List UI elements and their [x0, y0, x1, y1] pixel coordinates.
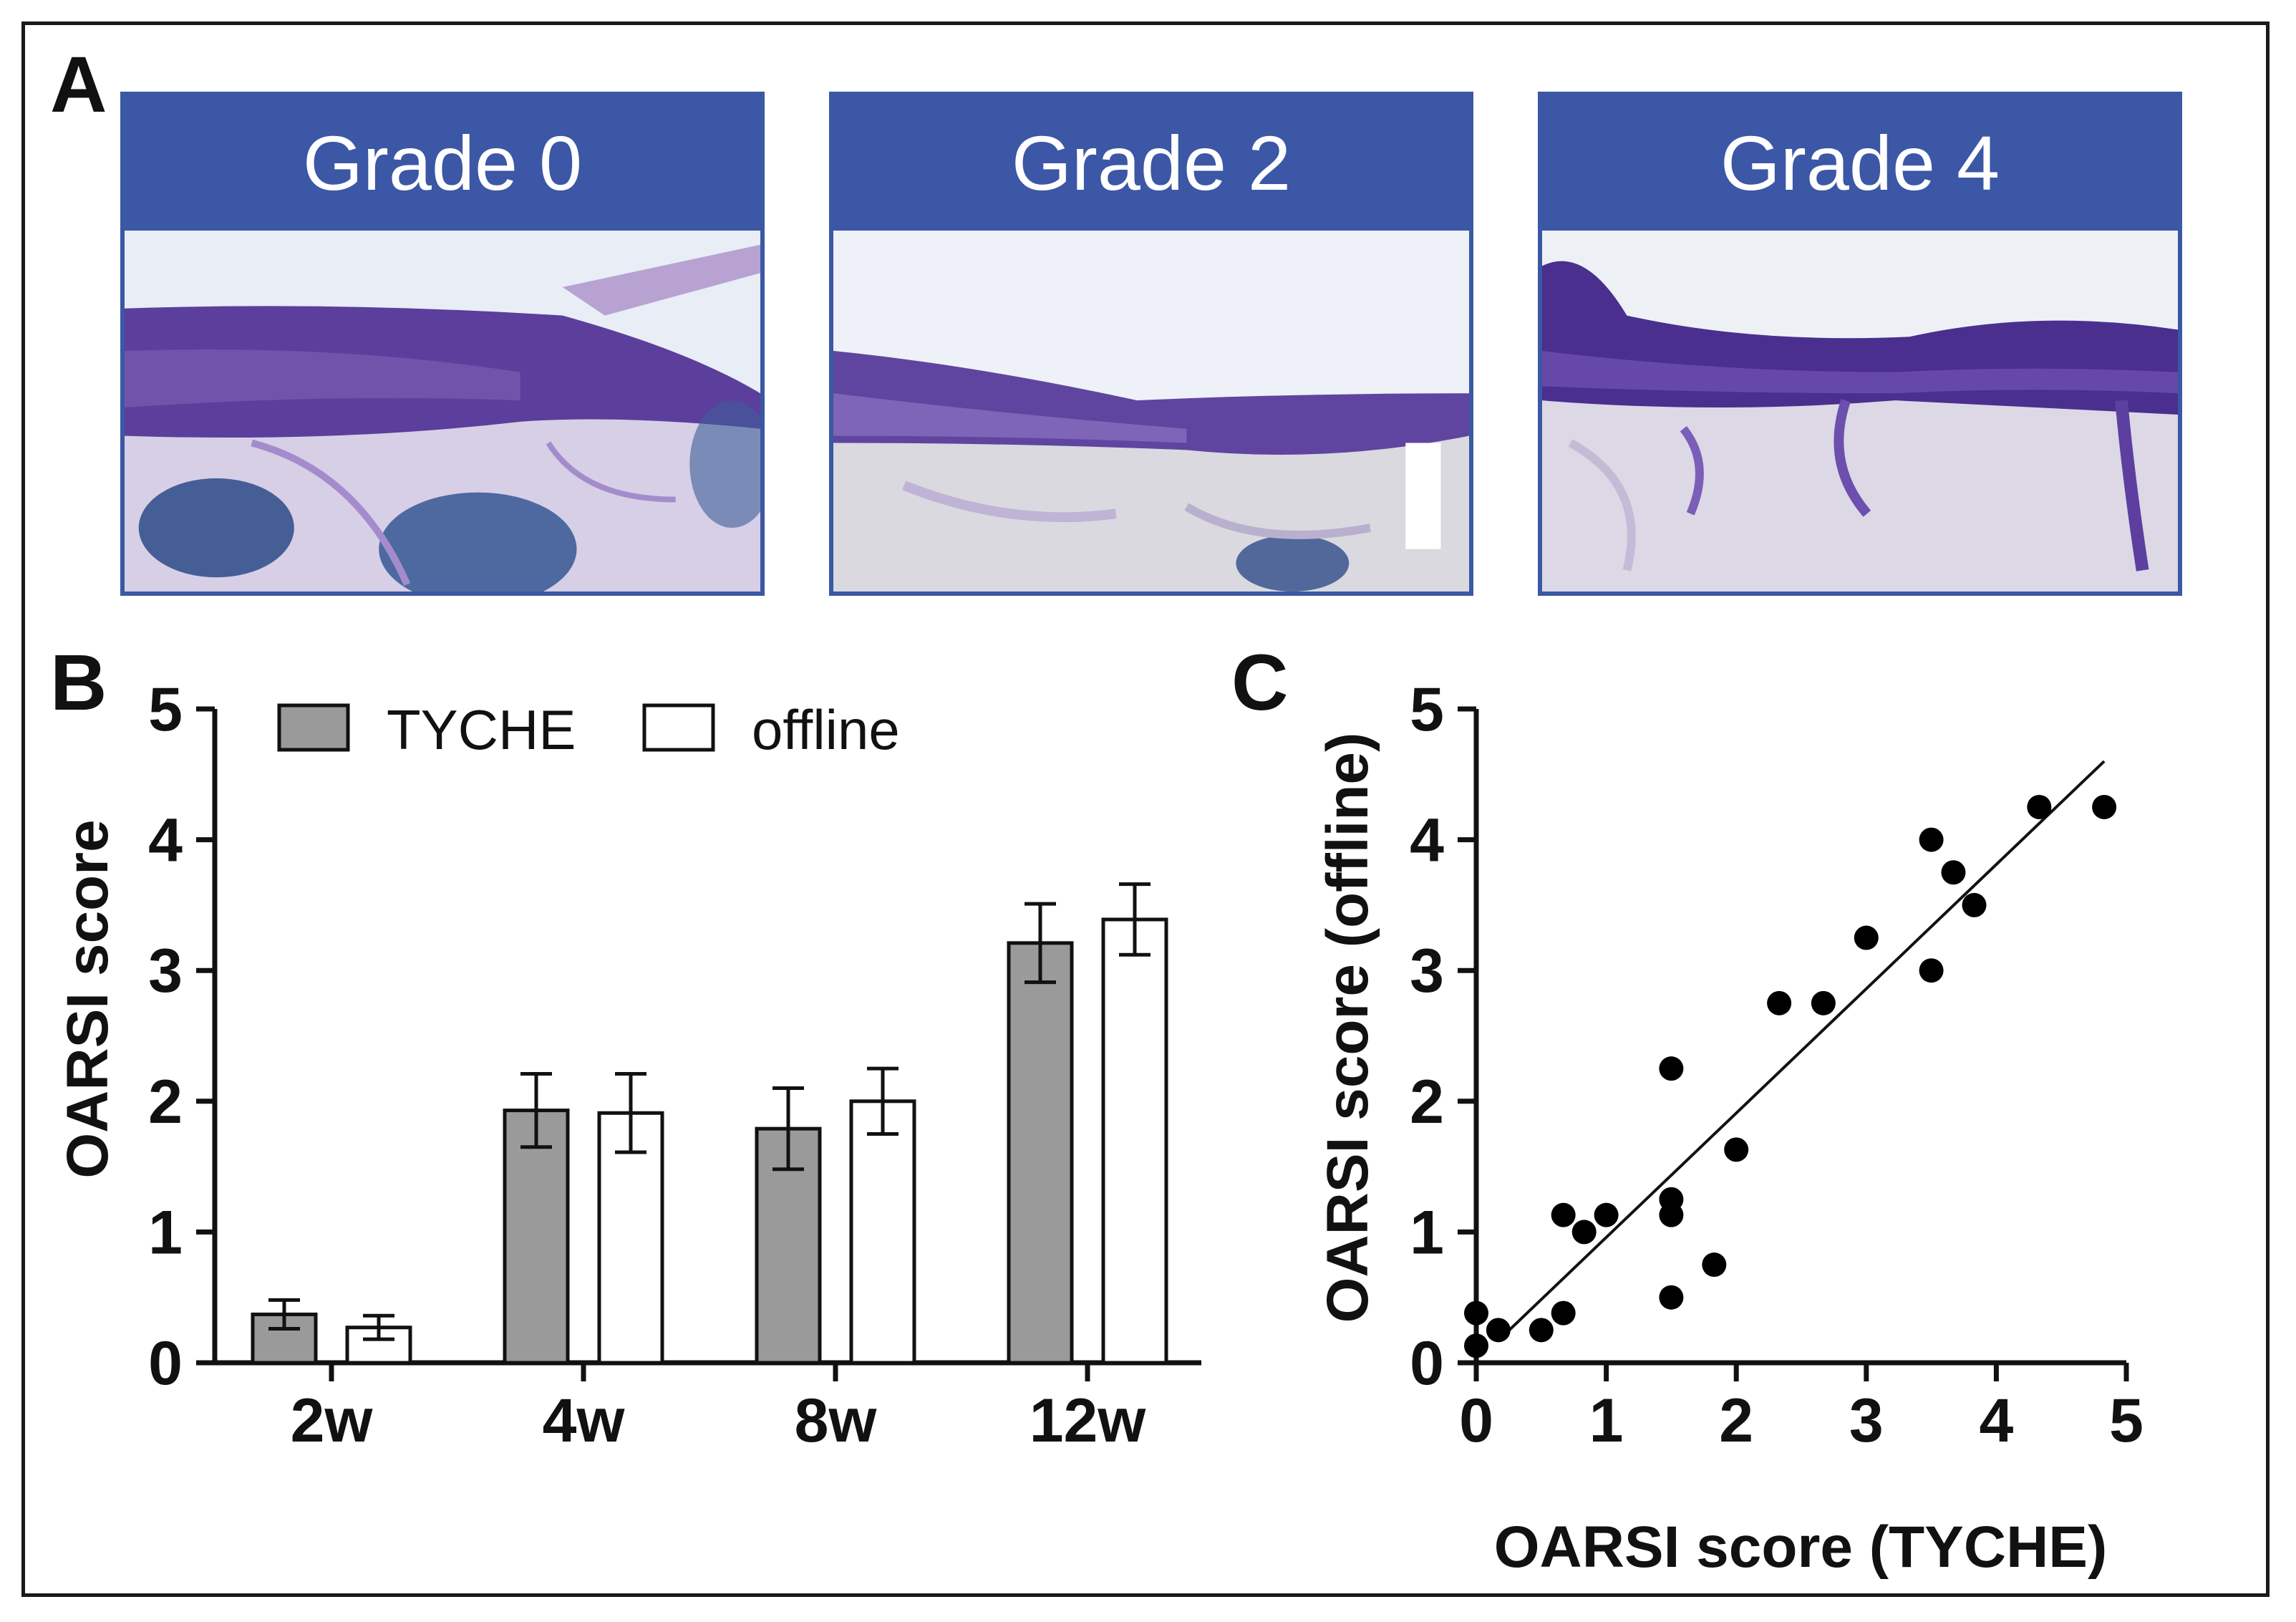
- y-tick-label: 0: [1410, 1329, 1444, 1398]
- x-tick-label-4w: 4w: [543, 1386, 626, 1455]
- histology-panel-grade-4: Grade 4: [1538, 92, 2182, 596]
- x-tick-label: 4: [1979, 1386, 2013, 1455]
- histology-title: Grade 0: [125, 96, 760, 231]
- scatter-point: [1464, 1300, 1488, 1326]
- scatter-point: [1659, 1187, 1684, 1212]
- scatter-point: [1659, 1285, 1684, 1310]
- histology-image: [125, 231, 760, 592]
- scatter-chart-x-axis-label: OARSI score (TYCHE): [1494, 1515, 2108, 1580]
- regression-line: [1497, 760, 2106, 1342]
- scatter-point: [1811, 990, 1836, 1015]
- scatter-point: [2092, 794, 2117, 819]
- x-tick-label-2w: 2w: [291, 1386, 374, 1455]
- x-tick-label: 3: [1849, 1386, 1884, 1455]
- y-tick-label: 1: [1410, 1198, 1444, 1267]
- panel-label-c: C: [1231, 639, 1289, 727]
- scatter-chart-y-axis-label: OARSI score (offline): [1315, 733, 1380, 1323]
- scatter-point: [1767, 990, 1792, 1015]
- x-tick-label-12w: 12w: [1030, 1386, 1147, 1455]
- scatter-point: [1486, 1318, 1511, 1343]
- y-tick-label: 1: [148, 1198, 183, 1267]
- scatter-point: [1594, 1202, 1619, 1227]
- scatter-point: [1941, 860, 1966, 885]
- x-tick-label: 2: [1719, 1386, 1753, 1455]
- x-tick-label: 5: [2109, 1386, 2144, 1455]
- histology-panel-grade-2: Grade 2: [829, 92, 1473, 596]
- y-tick-label: 2: [148, 1068, 183, 1136]
- bar-offline-12w: [1101, 917, 1168, 1365]
- histology-title: Grade 4: [1542, 96, 2178, 231]
- scatter-point: [1571, 1220, 1597, 1245]
- legend-swatch-offline: [642, 703, 715, 752]
- y-tick-label: 4: [148, 806, 183, 875]
- bar-tyche-12w: [1007, 941, 1074, 1365]
- scatter-point: [2027, 794, 2052, 819]
- scatter-point: [1551, 1300, 1576, 1326]
- x-tick-label-8w: 8w: [795, 1386, 878, 1455]
- bar-offline-4w: [597, 1111, 664, 1365]
- bar-chart-legend: TYCHE offline: [277, 698, 900, 761]
- figure-frame: [21, 21, 2270, 1597]
- x-tick-label: 0: [1459, 1386, 1493, 1455]
- scatter-point: [1551, 1202, 1576, 1227]
- y-tick-label: 5: [148, 675, 183, 744]
- scatter-point: [1919, 958, 1944, 983]
- bar-chart-bars: [251, 882, 1168, 1365]
- y-tick-label: 2: [1410, 1068, 1444, 1136]
- y-tick-label: 3: [1410, 937, 1444, 1005]
- bar-chart-y-axis-label: OARSI score: [55, 819, 120, 1178]
- histology-title: Grade 2: [833, 96, 1469, 231]
- panel-label-b: B: [50, 639, 107, 727]
- y-tick-label: 5: [1410, 675, 1444, 744]
- histology-panel-grade-0: Grade 0: [120, 92, 765, 596]
- scatter-point: [1962, 892, 1987, 917]
- scatter-point: [1464, 1333, 1488, 1358]
- legend-label-tyche: TYCHE: [387, 698, 576, 761]
- y-tick-label: 0: [148, 1329, 183, 1398]
- scatter-chart-points: [1464, 760, 2117, 1358]
- x-tick-label: 1: [1589, 1386, 1624, 1455]
- y-tick-label: 3: [148, 937, 183, 1005]
- legend-swatch-tyche: [277, 703, 350, 752]
- scatter-point: [1659, 1056, 1684, 1081]
- histology-image: [833, 231, 1469, 592]
- scatter-point: [1724, 1137, 1749, 1162]
- scatter-point: [1702, 1252, 1727, 1278]
- scatter-point: [1919, 827, 1944, 852]
- panel-label-a: A: [50, 41, 107, 129]
- bar-tyche-4w: [503, 1109, 570, 1365]
- scatter-point: [1529, 1318, 1554, 1343]
- legend-label-offline: offline: [752, 698, 900, 761]
- y-tick-label: 4: [1410, 806, 1444, 875]
- scatter-chart-axes: 0 1 2 3 4 5 0 1 2 3 4 5: [1410, 675, 2144, 1455]
- histology-image: [1542, 231, 2178, 592]
- scatter-point: [1854, 925, 1879, 950]
- bar-offline-8w: [849, 1099, 916, 1365]
